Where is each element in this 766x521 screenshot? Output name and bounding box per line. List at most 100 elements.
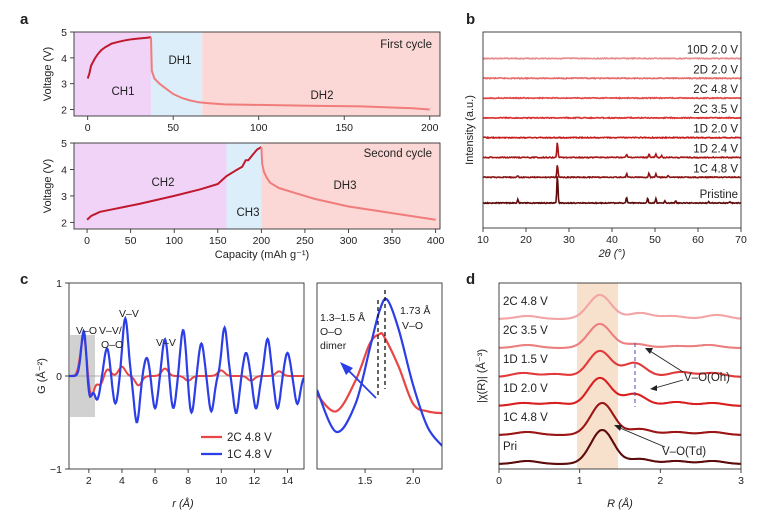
exafs-label: 2C 3.5 V — [503, 325, 548, 337]
a1-charge-curve — [86, 36, 152, 79]
a1-xtick-label: 100 — [250, 122, 268, 134]
a2-ytick-label: 3 — [61, 191, 67, 203]
d-labels: 2C 4.8 V 2C 3.5 V 1D 1.5 V 1D 2.0 V 1C 4.8 V… — [503, 296, 548, 453]
xrd-label: 1C 4.8 V — [693, 163, 738, 175]
region-ch2: CH2 — [151, 177, 174, 189]
panel-label-b: b — [466, 11, 475, 28]
a2-ytick-label: 2 — [61, 217, 67, 229]
exafs-label: 1C 4.8 V — [503, 412, 548, 424]
xrd-label: Pristine — [700, 189, 738, 201]
panel-c-inset: 1.5 2.0 1.3–1.5 Å O–O dimer 1.73 Å V–O — [316, 282, 443, 487]
d-axes: 0 1 2 3 — [496, 469, 744, 487]
xrd-pattern-1d-2-4-v — [482, 142, 742, 160]
a2-ytick-label: 4 — [61, 164, 67, 176]
c-xtick-label: 8 — [185, 475, 191, 487]
a1-lines — [86, 36, 430, 111]
r-axis-label: r (Å) — [172, 497, 194, 510]
annot-vo-td: V–O(Td) — [662, 446, 706, 458]
exafs-curve-2c-3-5-v — [498, 322, 741, 349]
b-axes: 10 20 30 40 50 60 70 — [477, 228, 747, 246]
a2-xtick-label: 0 — [84, 235, 90, 247]
a2-axes: 0 50 100 150 200 250 300 350 400 2 3 4 5 — [61, 138, 444, 247]
a2-xtick-label: 300 — [340, 235, 358, 247]
pdf-curve-2c-4-8v — [69, 335, 304, 397]
inset-oo-3: dimer — [320, 340, 347, 352]
c-xtick-label: 12 — [249, 475, 261, 487]
inset-curve-blue — [317, 297, 442, 447]
region-ch1: CH1 — [111, 86, 134, 98]
a2-xtick-label: 400 — [427, 235, 445, 247]
a1-ytick-label: 4 — [61, 53, 67, 65]
d-arrowhead-oh-2 — [650, 385, 657, 391]
xrd-label: 2C 3.5 V — [693, 104, 738, 116]
a2-frame — [73, 142, 441, 230]
a1-region-ch1 — [74, 32, 151, 116]
c-xtick-label: 4 — [119, 475, 125, 487]
annot-vv-1: V–V — [119, 308, 139, 320]
inset-arrowhead — [340, 362, 353, 375]
a2-region-ch3 — [226, 143, 262, 229]
inset-oo-1: 1.3–1.5 Å — [320, 311, 365, 324]
c-xtick-label: 2 — [86, 475, 92, 487]
legend-red-label: 2C 4.8 V — [227, 432, 272, 444]
xrd-pattern-1d-2-0-v — [482, 135, 742, 140]
a1-frame — [73, 31, 441, 117]
xrd-pattern-pristine — [482, 176, 742, 205]
a1-axes: 0 50 100 150 200 2 3 4 5 — [61, 27, 438, 134]
a2-discharge-curve — [260, 146, 436, 221]
annot-vv-oo-2: O–O — [101, 339, 123, 351]
inset-oo-2: O–O — [320, 326, 342, 338]
region-dh1: DH1 — [168, 55, 191, 67]
c-axes: 2 4 6 8 10 12 14 −1 0 1 — [50, 278, 293, 487]
a1-ytick-label: 2 — [61, 105, 67, 117]
a1-ytick-label: 5 — [61, 27, 67, 39]
xrd-label: 2D 2.0 V — [693, 64, 738, 76]
second-cycle-title: Second cycle — [364, 148, 432, 160]
chi-axis-label: |χ(R)| (Å⁻³) — [475, 349, 488, 403]
panel-a-first-cycle: 0 50 100 150 200 2 3 4 5 First cycle CH1 DH1 DH2… — [42, 27, 441, 134]
xrd-pattern-10d-2-0-v — [482, 56, 742, 61]
panel-d-exafs: 0 1 2 3 2C 4.8 V 2C 3.5 V 1D 1.5 V 1D 2.0 V 1C … — [475, 282, 744, 510]
a1-regions — [74, 32, 440, 116]
c-ytick-label: 1 — [56, 278, 62, 290]
c-xtick-label: 14 — [282, 475, 294, 487]
ci-axes: 1.5 2.0 — [358, 469, 421, 487]
a1-discharge-curve — [150, 37, 430, 111]
d-lines — [498, 293, 742, 465]
exafs-curve-1c-4-8-v — [498, 401, 742, 436]
b-xtick-label: 50 — [649, 234, 661, 246]
c-xtick-label: 6 — [152, 475, 158, 487]
annot-vo-oh: V–O(Oh) — [684, 372, 730, 384]
a1-xtick-label: 0 — [85, 122, 91, 134]
d-arrowhead-td — [614, 425, 622, 431]
b-xtick-label: 60 — [692, 234, 704, 246]
b-labels: 10D 2.0 V 2D 2.0 V 2C 4.8 V 2C 3.5 V 1D 2.0 … — [687, 44, 738, 201]
d-xtick-label: 2 — [657, 475, 663, 487]
a2-xtick-label: 100 — [165, 235, 183, 247]
region-dh3: DH3 — [333, 180, 356, 192]
xrd-pattern-2c-3-5-v — [482, 116, 742, 120]
annot-vv-oo-1: V–V/ — [99, 325, 122, 337]
d-arrowhead-oh-1 — [645, 348, 653, 354]
xrd-label: 2C 4.8 V — [693, 84, 738, 96]
panel-label-a: a — [20, 11, 29, 28]
region-dh2: DH2 — [310, 90, 333, 102]
ci-xtick-label: 2.0 — [406, 475, 421, 487]
a2-xtick-label: 350 — [383, 235, 401, 247]
xrd-pattern-1c-4-8-v — [483, 165, 742, 180]
a1-region-dh2 — [202, 32, 440, 116]
xrd-label: 1D 2.4 V — [693, 143, 738, 155]
exafs-curve-1d-1-5-v — [498, 349, 741, 378]
two-theta-axis-label: 2θ (°) — [598, 248, 626, 260]
c-ytick-label: 0 — [56, 371, 62, 383]
inset-vo-2: V–O — [402, 320, 423, 332]
xrd-label: 10D 2.0 V — [687, 44, 738, 56]
capacity-axis-label: Capacity (mAh g⁻¹) — [215, 249, 309, 261]
panel-label-d: d — [466, 271, 475, 288]
c-lines — [69, 315, 304, 424]
a1-ytick-label: 3 — [61, 79, 67, 91]
d-frame — [498, 282, 742, 470]
region-ch3: CH3 — [236, 207, 259, 219]
exafs-label: Pri — [503, 441, 517, 453]
